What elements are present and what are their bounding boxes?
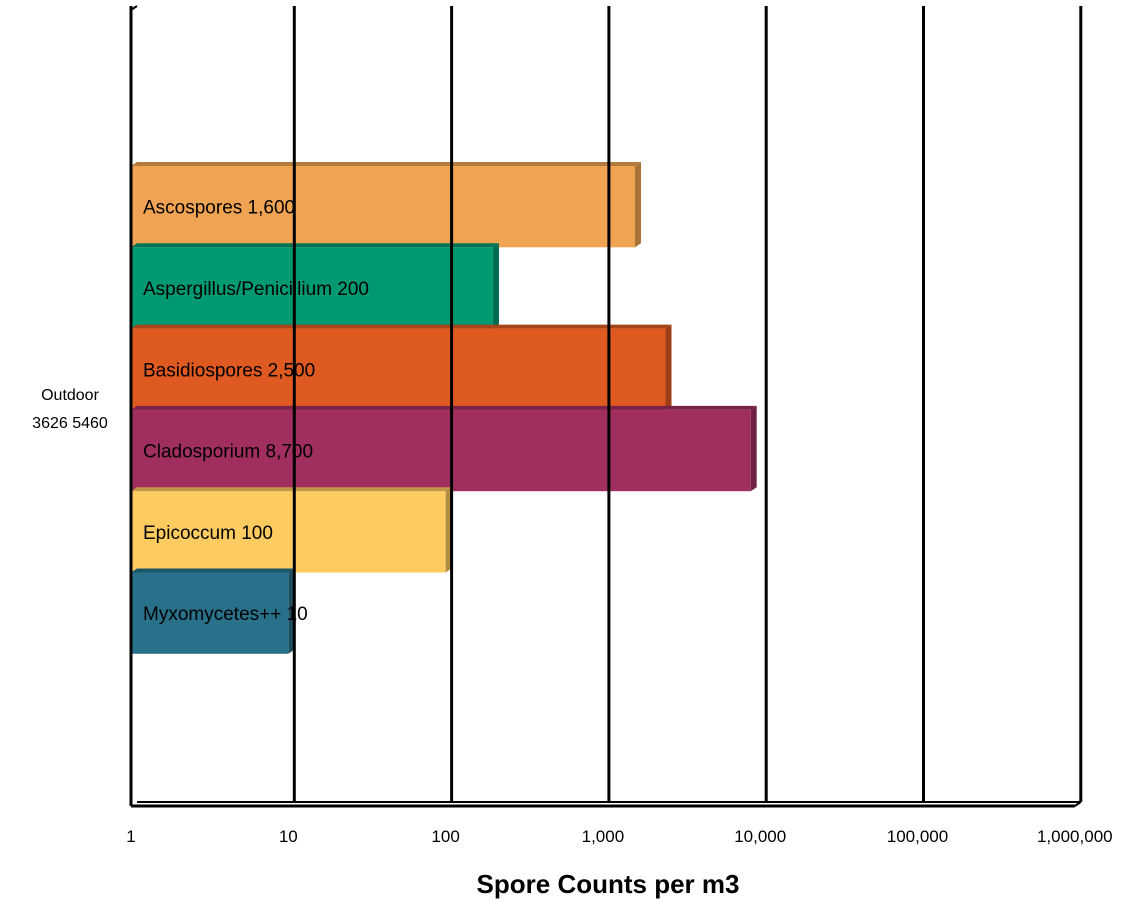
x-axis-title: Spore Counts per m3: [477, 869, 740, 899]
bar-front-face: [131, 247, 493, 329]
bar-side-face: [492, 243, 499, 329]
category-label-line-1: Outdoor: [41, 387, 99, 404]
bar-side-face: [750, 405, 757, 492]
x-axis-tick-labels: 1 10 100 1,000 10,000 100,000 1,000,000: [126, 827, 1112, 846]
x-tick-label: 1,000: [582, 827, 625, 846]
y-axis-depth: [130, 5, 138, 11]
bar-front-face: [131, 491, 446, 573]
gridlines: [129, 5, 1083, 808]
category-label-line-2: 3626 5460: [32, 415, 108, 432]
bar-top-face: [131, 568, 295, 573]
bar-top-face: [131, 324, 672, 329]
bar-front-face: [131, 409, 751, 492]
bar-aspergillus-penicillium: [131, 243, 499, 329]
bar-label: Ascospores 1,600: [143, 198, 295, 219]
bar-top-face: [131, 487, 452, 492]
bar-front-face: [131, 572, 289, 654]
x-tick-label: 1: [126, 827, 135, 846]
x-tick-label: 100,000: [887, 827, 948, 846]
x-tick-label: 100: [431, 827, 459, 846]
bars-layer: [131, 162, 757, 654]
bar-ascospores: [131, 162, 642, 248]
bar-label: Myxomycetes++ 10: [143, 604, 308, 625]
bar-top-face: [131, 243, 499, 248]
bar-top-face: [131, 405, 757, 410]
bar-label: Aspergillus/Penicillium 200: [143, 279, 369, 300]
bar-top-face: [131, 162, 642, 166]
x-tick-label: 10: [279, 827, 298, 846]
bar-side-face: [635, 162, 642, 248]
bar-basidiospores: [131, 324, 672, 410]
bar-label: Basidiospores 2,500: [143, 360, 315, 381]
bar-cladosporium: [131, 405, 757, 492]
bar-label: Epicoccum 100: [143, 523, 273, 544]
bar-front-face: [131, 328, 666, 410]
bar-myxomycetes: [131, 568, 295, 654]
bar-front-face: [131, 166, 636, 248]
x-tick-label: 1,000,000: [1037, 827, 1113, 846]
bar-label: Cladosporium 8,700: [143, 442, 313, 463]
x-tick-label: 10,000: [734, 827, 786, 846]
x-axis-corner: [1074, 801, 1082, 807]
bar-epicoccum: [131, 487, 452, 573]
bar-labels: Ascospores 1,600 Aspergillus/Penicillium …: [143, 198, 369, 626]
bar-side-face: [665, 324, 672, 410]
